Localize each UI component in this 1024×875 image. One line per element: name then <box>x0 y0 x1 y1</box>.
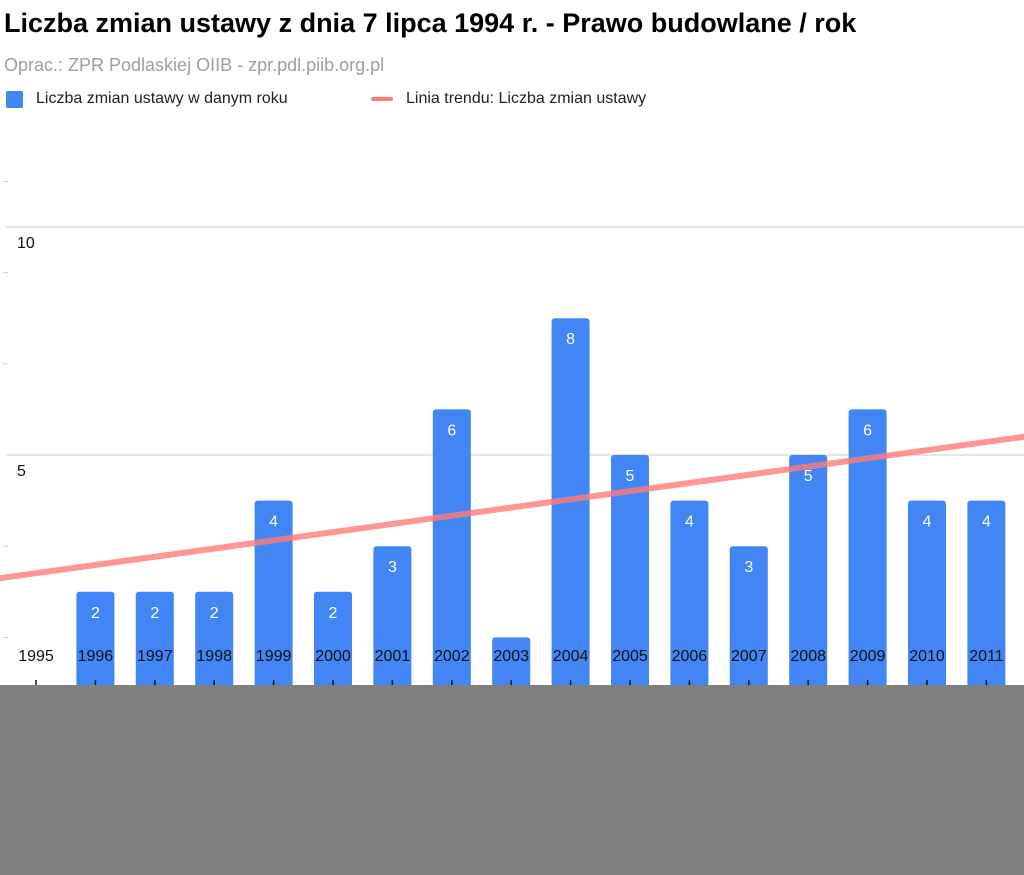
chart-title: Liczba zmian ustawy z dnia 7 lipca 1994 … <box>4 8 857 38</box>
data-label-2006: 4 <box>685 514 694 531</box>
gray-cover-area <box>0 685 1024 875</box>
data-label-2000: 2 <box>329 605 338 622</box>
data-label-2002: 6 <box>447 422 456 439</box>
bar-2011 <box>967 500 1006 687</box>
x-tick-label-2005: 2005 <box>612 648 648 665</box>
chart-subtitle: Oprac.: ZPR Podlaskiej OIIB - zpr.pdl.pi… <box>4 55 385 75</box>
x-tick-label-2004: 2004 <box>553 648 589 665</box>
x-tick-label-2006: 2006 <box>672 648 708 665</box>
data-label-2004: 8 <box>566 331 575 348</box>
data-label-1998: 2 <box>210 605 219 622</box>
bar-2010 <box>908 500 946 687</box>
data-label-1996: 2 <box>91 605 100 622</box>
bar-2006 <box>670 500 709 687</box>
y-tick-label-5: 5 <box>17 463 26 480</box>
data-label-2007: 3 <box>744 559 753 576</box>
x-tick-label-2007: 2007 <box>731 648 767 665</box>
x-tick-label-1999: 1999 <box>256 648 292 665</box>
x-tick-label-2010: 2010 <box>909 648 945 665</box>
legend-label-trend: Linia trendu: Liczba zmian ustawy <box>406 90 647 107</box>
x-tick-label-1997: 1997 <box>137 648 173 665</box>
data-label-1997: 2 <box>150 605 159 622</box>
bar-2004 <box>551 318 590 687</box>
x-tick-label-2001: 2001 <box>375 648 411 665</box>
bar-1999 <box>254 500 293 687</box>
bar-2000 <box>314 591 352 687</box>
x-tick-label-1996: 1996 <box>78 648 114 665</box>
bar-2005 <box>611 455 649 687</box>
data-label-2008: 5 <box>804 468 813 485</box>
data-label-2005: 5 <box>626 468 635 485</box>
bar-2009 <box>848 409 887 687</box>
x-tick-label-2008: 2008 <box>790 648 826 665</box>
y-tick-label-10: 10 <box>17 235 35 252</box>
data-label-2001: 3 <box>388 559 397 576</box>
x-tick-label-1998: 1998 <box>196 648 232 665</box>
x-tick-label-2003: 2003 <box>493 648 529 665</box>
bar-2008 <box>789 455 828 687</box>
data-label-2009: 6 <box>863 422 872 439</box>
data-label-1999: 4 <box>269 514 278 531</box>
legend-bar-swatch <box>6 90 23 108</box>
bar-2003 <box>492 637 531 687</box>
x-tick-label-2002: 2002 <box>434 648 470 665</box>
bar-1997 <box>135 591 174 687</box>
x-tick-label-2009: 2009 <box>850 648 886 665</box>
bar-2002 <box>432 409 471 687</box>
trend-line <box>0 433 1024 582</box>
bar-1996 <box>76 591 115 687</box>
bar-2007 <box>729 546 768 687</box>
legend-label-bars: Liczba zmian ustawy w danym roku <box>36 90 288 107</box>
x-tick-label-2000: 2000 <box>315 648 351 665</box>
data-label-2011: 4 <box>982 514 991 531</box>
x-tick-label-1995: 1995 <box>18 648 54 665</box>
x-tick-label-2011: 2011 <box>969 648 1004 665</box>
data-label-2010: 4 <box>923 514 932 531</box>
legend-item-trend: Linia trendu: Liczba zmian ustawy <box>371 90 646 108</box>
legend-item-bars: Liczba zmian ustawy w danym roku <box>6 90 288 108</box>
legend-trend-swatch <box>371 97 393 101</box>
bar-2001 <box>373 546 412 687</box>
bar-1998 <box>195 591 234 687</box>
